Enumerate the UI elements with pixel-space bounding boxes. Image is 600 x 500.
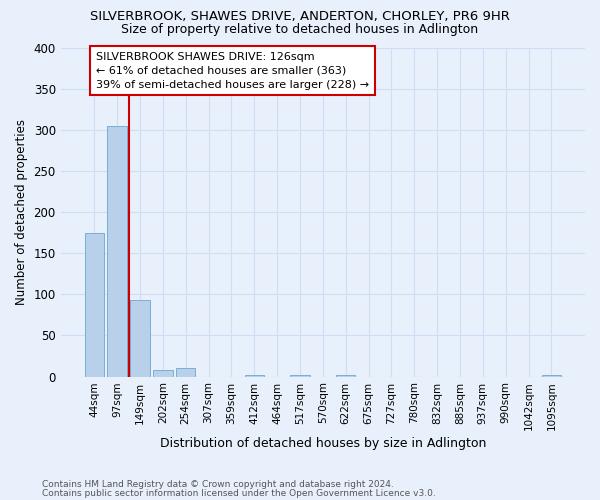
Bar [245,375,264,376]
Y-axis label: Number of detached properties: Number of detached properties [15,119,28,305]
Text: SILVERBROOK SHAWES DRIVE: 126sqm
← 61% of detached houses are smaller (363)
39% : SILVERBROOK SHAWES DRIVE: 126sqm ← 61% o… [96,52,369,90]
Bar [336,375,355,376]
Bar [290,375,310,376]
Text: Contains HM Land Registry data © Crown copyright and database right 2024.: Contains HM Land Registry data © Crown c… [42,480,394,489]
Bar [542,375,561,376]
Bar [130,300,149,376]
Text: Contains public sector information licensed under the Open Government Licence v3: Contains public sector information licen… [42,488,436,498]
Bar [176,368,196,376]
Bar [85,232,104,376]
Text: Size of property relative to detached houses in Adlington: Size of property relative to detached ho… [121,22,479,36]
Bar [153,370,173,376]
X-axis label: Distribution of detached houses by size in Adlington: Distribution of detached houses by size … [160,437,486,450]
Bar [107,126,127,376]
Text: SILVERBROOK, SHAWES DRIVE, ANDERTON, CHORLEY, PR6 9HR: SILVERBROOK, SHAWES DRIVE, ANDERTON, CHO… [90,10,510,23]
